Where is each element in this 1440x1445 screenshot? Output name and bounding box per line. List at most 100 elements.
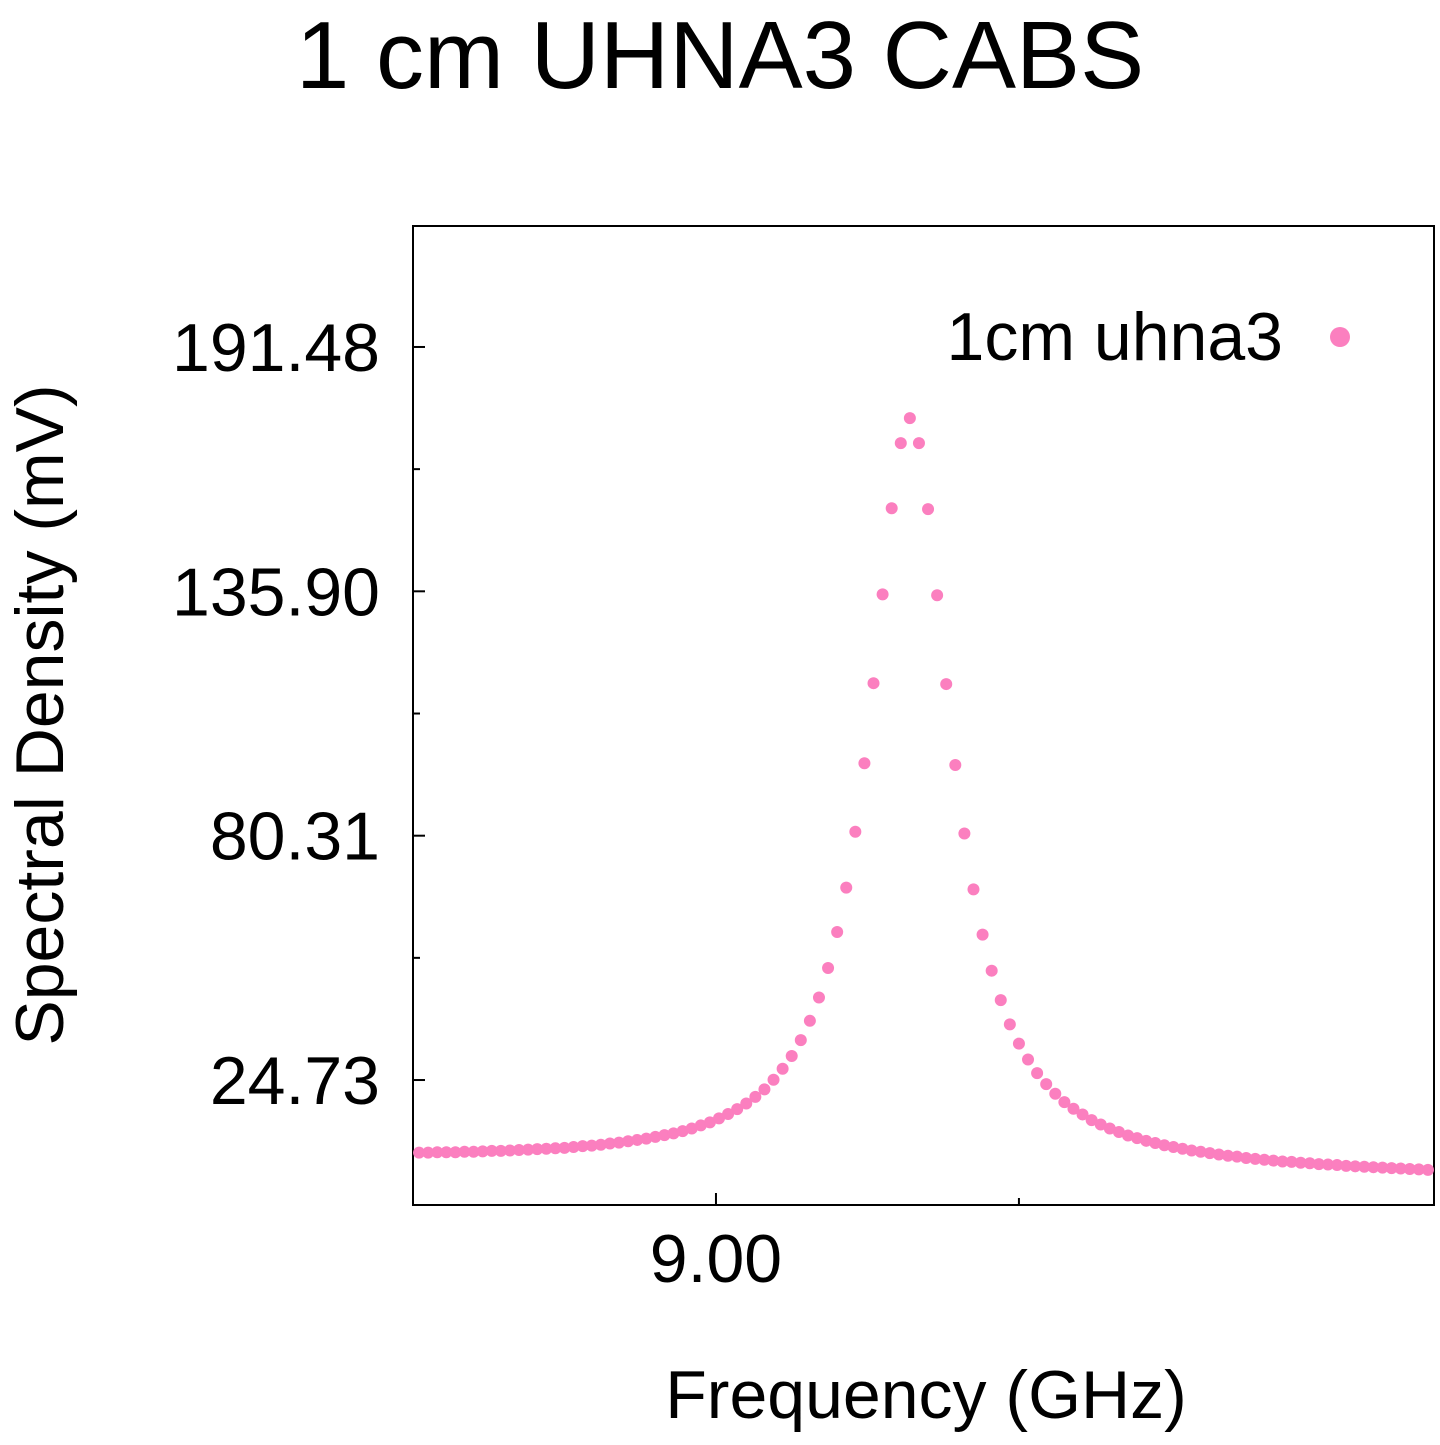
data-point bbox=[1421, 1163, 1434, 1176]
data-point bbox=[1058, 1096, 1071, 1109]
data-point bbox=[531, 1143, 544, 1156]
data-point bbox=[858, 757, 871, 770]
data-point bbox=[849, 825, 862, 838]
data-point bbox=[1231, 1150, 1244, 1163]
data-point bbox=[594, 1138, 607, 1151]
data-point bbox=[785, 1049, 798, 1062]
data-point bbox=[413, 1146, 426, 1159]
data-point bbox=[1122, 1129, 1135, 1142]
data-point bbox=[831, 926, 844, 939]
data-point bbox=[1331, 1158, 1344, 1171]
data-point bbox=[776, 1062, 789, 1075]
data-point bbox=[1076, 1108, 1089, 1121]
data-point bbox=[476, 1145, 489, 1158]
data-point bbox=[440, 1146, 453, 1159]
data-point bbox=[1085, 1114, 1098, 1127]
data-point bbox=[1412, 1163, 1425, 1176]
data-point bbox=[903, 412, 916, 425]
data-point bbox=[694, 1119, 707, 1132]
data-point bbox=[1258, 1153, 1271, 1166]
data-point bbox=[522, 1143, 535, 1156]
data-point bbox=[431, 1146, 444, 1159]
data-point bbox=[1303, 1157, 1316, 1170]
data-point bbox=[967, 883, 980, 896]
data-point bbox=[885, 502, 898, 515]
data-point bbox=[894, 437, 907, 450]
data-point bbox=[631, 1133, 644, 1146]
data-point bbox=[1403, 1162, 1416, 1175]
data-point bbox=[912, 437, 925, 450]
data-point bbox=[1367, 1161, 1380, 1174]
data-point bbox=[1040, 1078, 1053, 1091]
data-point bbox=[931, 589, 944, 602]
x-axis-label: Frequency (GHz) bbox=[665, 1357, 1186, 1433]
data-point bbox=[1249, 1152, 1262, 1165]
data-point bbox=[585, 1139, 598, 1152]
plot-frame bbox=[412, 225, 1435, 1206]
data-point bbox=[1294, 1156, 1307, 1169]
data-point bbox=[1321, 1158, 1334, 1171]
data-point bbox=[549, 1142, 562, 1155]
data-point bbox=[1203, 1147, 1216, 1160]
data-point bbox=[803, 1014, 816, 1027]
data-point bbox=[1349, 1160, 1362, 1173]
data-point bbox=[758, 1083, 771, 1096]
data-point bbox=[794, 1034, 807, 1047]
data-point bbox=[767, 1073, 780, 1086]
y-axis-label: Spectral Density (mV) bbox=[2, 384, 78, 1045]
data-point bbox=[812, 991, 825, 1004]
data-point bbox=[822, 962, 835, 975]
data-point bbox=[503, 1144, 516, 1157]
data-point bbox=[722, 1108, 735, 1121]
x-tick-label: 9.00 bbox=[650, 1221, 782, 1297]
data-point bbox=[567, 1140, 580, 1153]
data-point bbox=[1103, 1122, 1116, 1135]
data-point bbox=[1285, 1155, 1298, 1168]
data-point bbox=[1012, 1037, 1025, 1050]
legend-label: 1cm uhna3 bbox=[947, 299, 1283, 375]
y-tick-label: 24.73 bbox=[210, 1043, 380, 1119]
data-point bbox=[985, 964, 998, 977]
data-point bbox=[658, 1129, 671, 1142]
data-point bbox=[867, 677, 880, 690]
data-point bbox=[467, 1145, 480, 1158]
data-point bbox=[458, 1145, 471, 1158]
data-point bbox=[876, 588, 889, 601]
y-tick-label: 135.90 bbox=[172, 554, 380, 630]
data-point bbox=[731, 1103, 744, 1116]
data-point bbox=[949, 758, 962, 771]
data-point bbox=[1394, 1162, 1407, 1175]
data-point bbox=[703, 1116, 716, 1129]
data-point bbox=[1158, 1139, 1171, 1152]
data-point bbox=[1276, 1155, 1289, 1168]
data-point bbox=[1185, 1144, 1198, 1157]
data-point bbox=[485, 1144, 498, 1157]
data-point bbox=[1031, 1067, 1044, 1080]
data-point bbox=[1140, 1134, 1153, 1147]
data-point bbox=[494, 1144, 507, 1157]
data-point bbox=[422, 1146, 435, 1159]
data-point bbox=[1167, 1140, 1180, 1153]
data-point bbox=[1385, 1162, 1398, 1175]
data-point bbox=[1267, 1154, 1280, 1167]
data-point bbox=[540, 1142, 553, 1155]
data-point bbox=[840, 881, 853, 894]
data-point bbox=[558, 1141, 571, 1154]
legend-marker bbox=[1330, 327, 1350, 347]
data-point bbox=[622, 1135, 635, 1148]
data-point bbox=[749, 1090, 762, 1103]
data-point bbox=[1003, 1018, 1016, 1031]
y-tick-label: 80.31 bbox=[210, 799, 380, 875]
data-point bbox=[1176, 1142, 1189, 1155]
data-point bbox=[613, 1136, 626, 1149]
y-tick-label: 191.48 bbox=[172, 310, 380, 386]
data-point bbox=[603, 1137, 616, 1150]
data-point bbox=[958, 827, 971, 840]
data-point bbox=[1221, 1149, 1234, 1162]
data-point bbox=[649, 1130, 662, 1143]
data-point bbox=[685, 1122, 698, 1135]
data-point bbox=[1149, 1137, 1162, 1150]
data-point bbox=[1312, 1158, 1325, 1171]
